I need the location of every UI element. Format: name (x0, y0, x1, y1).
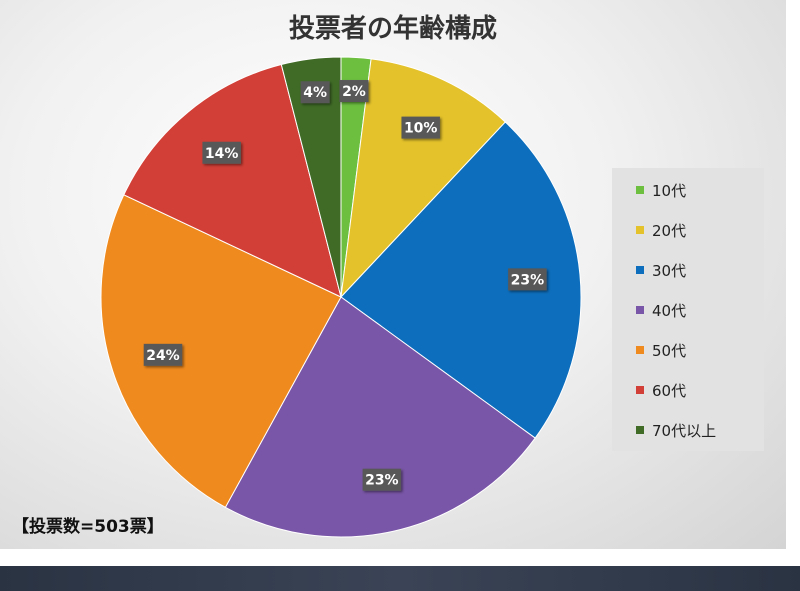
slice-50s (100, 194, 342, 508)
data-label: 23% (508, 268, 547, 291)
data-label: 10% (401, 116, 440, 139)
svg-text:4%: 4% (303, 85, 327, 101)
legend-label: 40代 (652, 301, 687, 320)
vote-count-note: 【投票数=503票】 (12, 517, 164, 537)
legend-item: 10代 (636, 180, 686, 200)
data-label: 2% (339, 80, 369, 103)
legend-swatch (636, 346, 644, 354)
svg-text:23%: 23% (511, 272, 545, 288)
slice-70s-plus (280, 56, 342, 298)
slice-60s (123, 63, 342, 298)
legend-item: 30代 (636, 260, 686, 280)
legend-label: 20代 (652, 221, 687, 240)
legend-item: 70代以上 (636, 420, 716, 440)
pie-chart: 2% 10% 23% 23% 24% 14% 4% (100, 56, 582, 538)
legend-item: 50代 (636, 340, 686, 360)
data-label: 24% (143, 343, 183, 366)
legend-swatch (636, 186, 644, 194)
legend-item: 20代 (636, 220, 686, 240)
data-label: 4% (300, 81, 330, 104)
legend-item: 40代 (636, 300, 686, 320)
legend-swatch (636, 226, 644, 234)
svg-text:14%: 14% (205, 146, 239, 162)
bottom-band (0, 566, 800, 591)
svg-text:24%: 24% (146, 348, 180, 364)
legend-label: 60代 (652, 381, 687, 400)
svg-text:23%: 23% (365, 473, 399, 489)
chart-legend: 10代 20代 30代 40代 50代 60代 70代以上 (612, 168, 764, 451)
legend-swatch (636, 306, 644, 314)
legend-label: 30代 (652, 261, 687, 280)
data-label: 23% (362, 468, 402, 491)
svg-text:2%: 2% (342, 84, 366, 100)
legend-label: 50代 (652, 341, 687, 360)
svg-text:10%: 10% (404, 121, 438, 137)
legend-swatch (636, 426, 644, 434)
legend-label: 10代 (652, 181, 687, 200)
slice-40s (224, 296, 536, 538)
legend-label: 70代以上 (652, 421, 717, 440)
legend-swatch (636, 266, 644, 274)
right-edge (786, 0, 800, 566)
data-label: 14% (202, 141, 241, 164)
chart-area: 投票者の年齢構成 2% 10% 23% 23% 24% 14% 4% 10代 20代 30代… (0, 0, 786, 549)
slice-30s (340, 121, 582, 439)
legend-item: 60代 (636, 380, 686, 400)
chart-title: 投票者の年齢構成 (288, 14, 497, 44)
slice-20s (340, 58, 506, 299)
legend-swatch (636, 386, 644, 394)
